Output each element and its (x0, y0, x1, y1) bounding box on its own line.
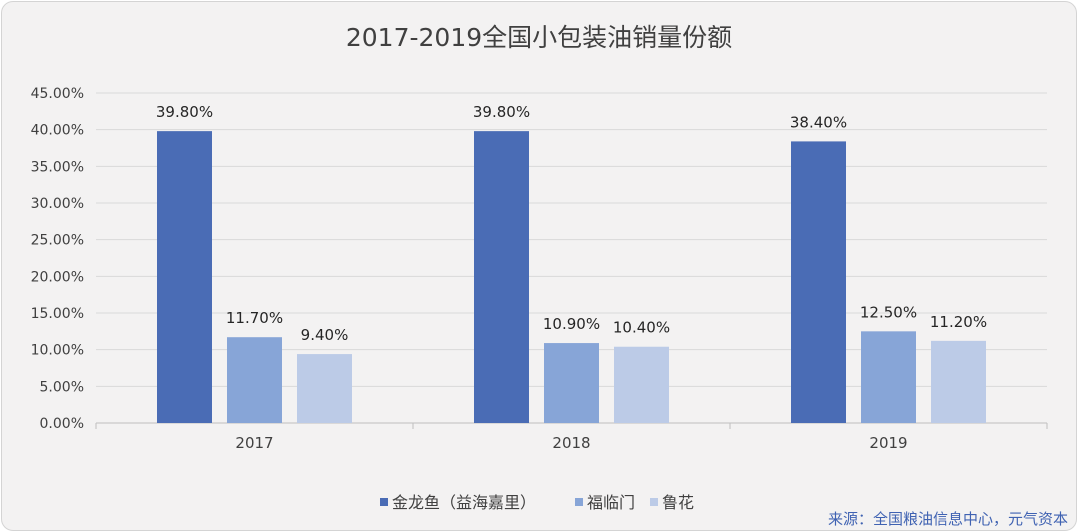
y-tick-label: 15.00% (31, 306, 84, 322)
data-label: 10.40% (613, 319, 670, 337)
data-label: 11.70% (226, 309, 283, 327)
legend-swatch (380, 498, 388, 506)
data-label: 12.50% (860, 303, 917, 321)
y-tick-label: 35.00% (31, 159, 84, 175)
y-axis: 0.00% 5.00% 10.00% 15.00% 20.00% 25.00% 30.00%… (31, 86, 84, 432)
x-axis: 2017 2018 2019 (95, 423, 1048, 452)
legend-swatch (575, 498, 583, 506)
legend-label: 福临门 (587, 493, 635, 512)
x-category-label: 2018 (552, 434, 590, 452)
y-tick-label: 20.00% (31, 269, 84, 285)
y-tick-label: 25.00% (31, 233, 84, 249)
legend-label: 鲁花 (662, 493, 694, 512)
data-label: 11.20% (930, 313, 987, 331)
bar (544, 343, 599, 423)
data-label: 9.40% (301, 326, 349, 344)
chart-title: 2017-2019全国小包装油销量份额 (346, 23, 732, 52)
legend: 金龙鱼（益海嘉里） 福临门 鲁花 (380, 493, 694, 512)
y-tick-label: 45.00% (31, 86, 84, 102)
bar (614, 346, 669, 423)
legend-swatch (650, 498, 658, 506)
y-tick-label: 40.00% (31, 123, 84, 139)
bar (861, 331, 916, 423)
y-tick-label: 5.00% (40, 379, 84, 395)
data-label: 38.40% (790, 113, 847, 131)
data-label: 10.90% (543, 315, 600, 333)
y-tick-label: 30.00% (31, 196, 84, 212)
bar (931, 340, 986, 423)
source-note: 来源：全国粮油信息中心，元气资本 (828, 510, 1068, 528)
y-tick-label: 0.00% (40, 416, 84, 432)
x-category-label: 2019 (869, 434, 907, 452)
bar (791, 141, 846, 423)
x-category-label: 2017 (235, 434, 273, 452)
data-label: 39.80% (473, 103, 530, 121)
bars: 39.80% 11.70% 9.40% 39.80% 10.90% 10.40% 38.40… (156, 103, 987, 423)
bar (157, 131, 212, 423)
legend-label: 金龙鱼（益海嘉里） (392, 493, 536, 512)
bar (227, 337, 282, 423)
data-label: 39.80% (156, 103, 213, 121)
bar (474, 131, 529, 423)
y-tick-label: 10.00% (31, 343, 84, 359)
bar (297, 354, 352, 423)
